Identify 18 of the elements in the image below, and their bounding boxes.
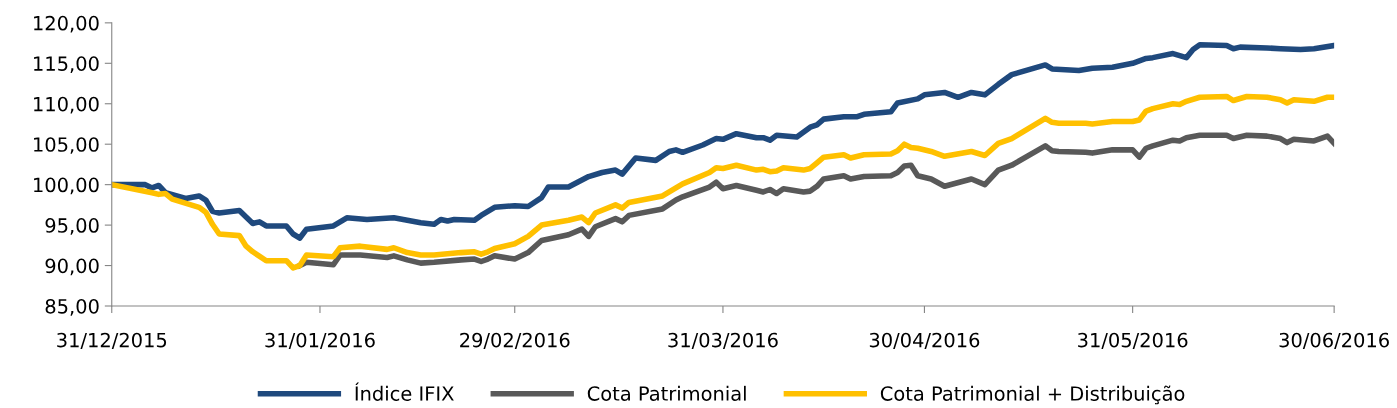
x-tick-label: 31/05/2016 bbox=[1078, 332, 1188, 349]
x-tick-label: 31/01/2016 bbox=[265, 332, 375, 349]
y-tick-label: 115,00 bbox=[34, 56, 99, 73]
y-tick-label: 110,00 bbox=[34, 96, 99, 114]
y-tick-label: 90,00 bbox=[45, 258, 99, 276]
y-tick-label: 95,00 bbox=[45, 218, 99, 235]
legend-label: Índice IFIX bbox=[355, 382, 454, 401]
y-tick-label: 100,00 bbox=[34, 177, 99, 195]
x-tick-label: 31/12/2015 bbox=[57, 332, 167, 349]
x-tick-label: 31/03/2016 bbox=[668, 332, 778, 349]
x-tick-label: 30/06/2016 bbox=[1279, 332, 1389, 349]
x-tick-label: 29/02/2016 bbox=[460, 332, 570, 349]
y-tick-label: 105,00 bbox=[34, 137, 99, 154]
x-tick-label: 30/04/2016 bbox=[869, 332, 980, 349]
y-tick-label: 85,00 bbox=[45, 298, 99, 316]
y-tick-label: 120,00 bbox=[34, 15, 99, 33]
legend-label: Cota Patrimonial bbox=[587, 385, 746, 401]
legend-label: Cota Patrimonial + Distribuição bbox=[880, 385, 1185, 405]
